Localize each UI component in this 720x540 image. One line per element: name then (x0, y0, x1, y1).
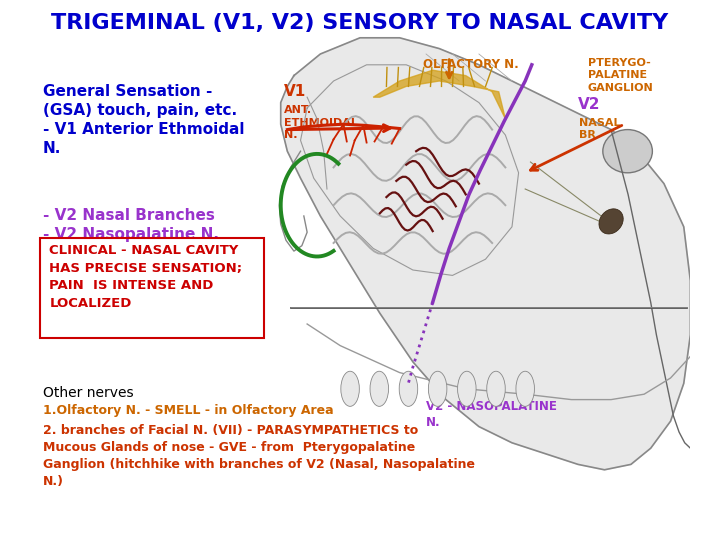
Ellipse shape (428, 372, 447, 406)
Text: General Sensation -
(GSA) touch, pain, etc.
- V1 Anterior Ethmoidal
N.: General Sensation - (GSA) touch, pain, e… (42, 84, 244, 156)
Text: 1.Olfactory N. - SMELL - in Olfactory Area: 1.Olfactory N. - SMELL - in Olfactory Ar… (42, 404, 333, 417)
Polygon shape (300, 65, 518, 275)
Ellipse shape (603, 130, 652, 173)
Ellipse shape (370, 372, 389, 406)
Text: CLINICAL - NASAL CAVITY
HAS PRECISE SENSATION;
PAIN  IS INTENSE AND
LOCALIZED: CLINICAL - NASAL CAVITY HAS PRECISE SENS… (50, 244, 243, 309)
Text: 2. branches of Facial N. (VII) - PARASYMPATHETICS to
Mucous Glands of nose - GVE: 2. branches of Facial N. (VII) - PARASYM… (42, 424, 475, 488)
Polygon shape (281, 38, 690, 470)
Text: Other nerves: Other nerves (42, 386, 133, 400)
Text: V2 - NASOPALATINE
N.: V2 - NASOPALATINE N. (426, 400, 557, 429)
Text: NASAL
BR.: NASAL BR. (580, 118, 621, 140)
Ellipse shape (399, 372, 418, 406)
Text: V1: V1 (284, 84, 306, 99)
Text: TRIGEMINAL (V1, V2) SENSORY TO NASAL CAVITY: TRIGEMINAL (V1, V2) SENSORY TO NASAL CAV… (51, 14, 669, 33)
Text: PTERYGO-
PALATINE
GANGLION: PTERYGO- PALATINE GANGLION (588, 58, 654, 92)
Text: OLFACTORY N.: OLFACTORY N. (423, 58, 518, 71)
Text: - V2 Nasal Branches
- V2 Nasopalatine N.: - V2 Nasal Branches - V2 Nasopalatine N. (42, 208, 219, 242)
Ellipse shape (341, 372, 359, 406)
Polygon shape (373, 70, 505, 119)
Text: ANT.
ETHMOIDAL
N.: ANT. ETHMOIDAL N. (284, 105, 358, 140)
Ellipse shape (599, 209, 624, 234)
Ellipse shape (516, 372, 534, 406)
Ellipse shape (458, 372, 476, 406)
Text: V2: V2 (578, 97, 600, 112)
Bar (40, 238, 264, 338)
Ellipse shape (487, 372, 505, 406)
